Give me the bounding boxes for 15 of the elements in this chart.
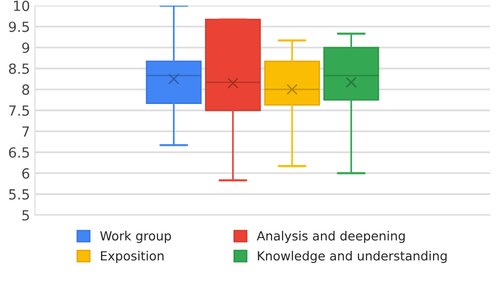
y-tick-label: 8.5 — [8, 63, 29, 74]
y-tick-label: 10 — [14, 0, 30, 12]
y-tick-label: 9.5 — [8, 22, 29, 32]
legend-label: Analysis and deepening — [256, 230, 405, 243]
legend-label: Work group — [100, 230, 172, 243]
y-tick-label: 8 — [22, 84, 30, 95]
y-tick-label: 5.5 — [9, 189, 29, 200]
y-tick-label: 6 — [22, 168, 30, 179]
y-tick-label: 7.5 — [9, 106, 29, 116]
y-tick-label: 9 — [22, 42, 30, 54]
legend-label: Knowledge and understanding — [258, 250, 447, 263]
y-tick-label: 5 — [22, 210, 29, 221]
legend-label: Exposition — [100, 250, 164, 263]
y-tick-label: 6.5 — [9, 147, 29, 158]
y-tick-label: 7 — [22, 126, 29, 137]
